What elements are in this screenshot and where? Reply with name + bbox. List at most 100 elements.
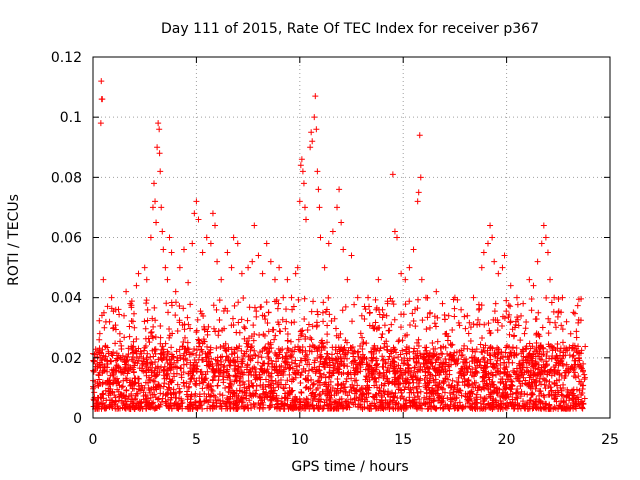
data-point [210, 302, 217, 309]
data-point [500, 386, 507, 393]
data-point [419, 317, 426, 324]
data-point [325, 383, 332, 390]
data-point [361, 315, 368, 322]
data-point [189, 240, 196, 247]
y-tick-label: 0.08 [51, 170, 82, 186]
data-point [163, 356, 170, 363]
data-point [329, 228, 336, 235]
data-point [534, 258, 541, 265]
data-point [273, 358, 280, 365]
data-point [463, 359, 470, 366]
data-point [271, 276, 278, 283]
data-point [168, 249, 175, 256]
data-point [176, 319, 183, 326]
data-point [362, 306, 369, 313]
data-point [523, 364, 530, 371]
data-point [430, 398, 437, 405]
data-point [395, 338, 402, 345]
data-point [464, 312, 471, 319]
data-point [108, 351, 115, 358]
data-point [227, 362, 234, 369]
data-point [314, 322, 321, 329]
data-point [383, 312, 390, 319]
data-point [533, 377, 540, 384]
data-point [559, 339, 566, 346]
data-point [222, 347, 229, 354]
data-point [432, 372, 439, 379]
data-point [431, 365, 438, 372]
data-point [402, 367, 409, 374]
data-point [282, 390, 289, 397]
data-point [395, 381, 402, 388]
data-point [232, 358, 239, 365]
data-point [261, 367, 268, 374]
data-point [423, 386, 430, 393]
data-point [572, 398, 579, 405]
data-point [327, 378, 334, 385]
data-point [110, 325, 117, 332]
data-point [324, 386, 331, 393]
data-point [98, 78, 105, 85]
data-point [473, 368, 480, 375]
data-point [359, 334, 366, 341]
data-point [384, 347, 391, 354]
data-point [315, 402, 322, 409]
data-point [107, 401, 114, 408]
data-point [289, 405, 296, 412]
data-point [156, 150, 163, 157]
data-point [523, 359, 530, 366]
data-point [495, 270, 502, 277]
data-point [429, 339, 436, 346]
data-point [376, 324, 383, 331]
axis-ticks [92, 56, 611, 419]
data-point [120, 392, 127, 399]
data-point [155, 120, 162, 127]
data-point [371, 400, 378, 407]
data-point [478, 348, 485, 355]
data-point [451, 405, 458, 412]
data-point [389, 171, 396, 178]
x-tick-label: 20 [498, 432, 516, 448]
data-point [474, 321, 481, 328]
data-point [546, 402, 553, 409]
data-point [347, 344, 354, 351]
data-point [96, 336, 103, 343]
data-point [168, 378, 175, 385]
data-point [405, 364, 412, 371]
data-point [388, 389, 395, 396]
data-point [180, 305, 187, 312]
data-point [513, 389, 520, 396]
data-point [316, 204, 323, 211]
data-point [409, 384, 416, 391]
data-point [229, 315, 236, 322]
data-point [184, 314, 191, 321]
data-point [240, 295, 247, 302]
data-point [481, 321, 488, 328]
data-point [401, 360, 408, 367]
data-point [326, 311, 333, 318]
data-point [380, 388, 387, 395]
data-point [337, 353, 344, 360]
data-point [205, 384, 212, 391]
data-point [310, 298, 317, 305]
data-point [253, 313, 260, 320]
data-point [203, 234, 210, 241]
data-point [308, 336, 315, 343]
x-axis-label: GPS time / hours [291, 459, 408, 475]
data-point [550, 363, 557, 370]
data-point [564, 386, 571, 393]
data-point [298, 331, 305, 338]
data-point [102, 353, 109, 360]
data-point [289, 348, 296, 355]
data-point [534, 350, 541, 357]
data-point [230, 359, 237, 366]
data-point [115, 405, 122, 412]
data-point [135, 345, 142, 352]
data-point [311, 359, 318, 366]
data-point [319, 309, 326, 316]
data-point [366, 376, 373, 383]
data-point [502, 402, 509, 409]
data-point [176, 346, 183, 353]
data-point [135, 357, 142, 364]
data-point [200, 313, 207, 320]
